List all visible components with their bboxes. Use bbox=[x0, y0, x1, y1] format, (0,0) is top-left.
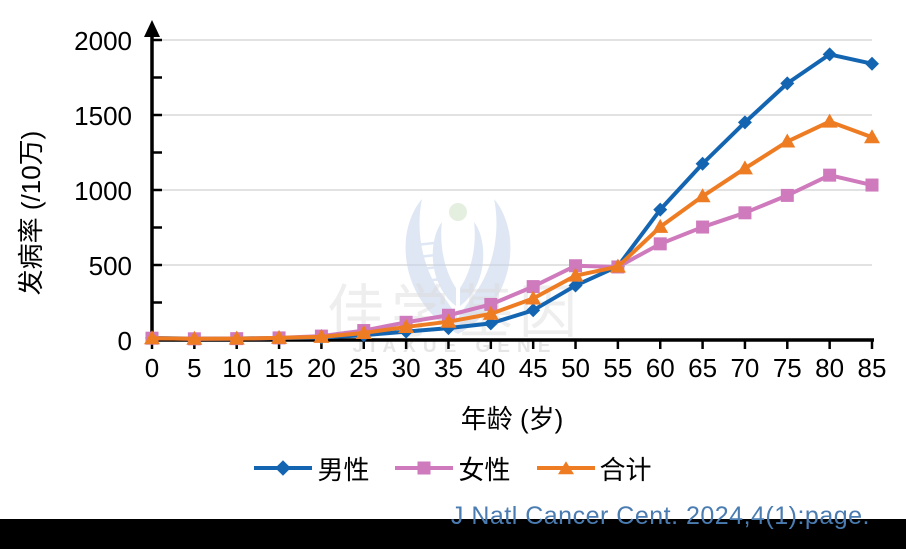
female-marker-square bbox=[526, 280, 540, 294]
x-tick-label: 75 bbox=[773, 353, 802, 383]
x-tick-label: 30 bbox=[392, 353, 421, 383]
female-marker-square bbox=[738, 206, 752, 220]
total-marker-triangle bbox=[355, 324, 372, 339]
legend-item-female: 女性 bbox=[395, 450, 511, 487]
total-marker-triangle bbox=[440, 313, 457, 328]
total-marker-triangle bbox=[864, 129, 880, 144]
female-marker-square bbox=[780, 188, 794, 202]
bottom-black-bar bbox=[0, 519, 906, 549]
female-square-icon bbox=[417, 461, 431, 475]
male-marker-diamond bbox=[695, 156, 710, 171]
data-series bbox=[144, 47, 880, 346]
y-axis-title: 发病率 (/10万) bbox=[16, 131, 46, 296]
y-axis-arrow-icon bbox=[144, 20, 160, 37]
x-tick-label: 25 bbox=[349, 353, 378, 383]
female-marker-square bbox=[569, 259, 583, 273]
x-tick-label: 60 bbox=[646, 353, 675, 383]
total-marker-triangle bbox=[144, 330, 160, 345]
male-marker-diamond bbox=[780, 76, 795, 91]
x-tick-label: 40 bbox=[476, 353, 505, 383]
y-tick-label: 1000 bbox=[74, 176, 132, 206]
legend: 男性 女性 合计 bbox=[0, 450, 906, 486]
legend-sample-female bbox=[395, 458, 454, 478]
total-marker-triangle bbox=[186, 330, 203, 345]
male-marker-diamond bbox=[526, 303, 541, 318]
male-diamond-icon bbox=[275, 460, 292, 476]
x-tick-label: 0 bbox=[145, 353, 159, 383]
total-marker-triangle bbox=[821, 113, 838, 128]
male-marker-diamond bbox=[865, 56, 879, 71]
series-total bbox=[144, 113, 880, 345]
male-marker-diamond bbox=[822, 47, 837, 62]
x-tick-label: 55 bbox=[603, 353, 632, 383]
watermark-wing-right-inner bbox=[460, 222, 484, 306]
watermark-dot bbox=[449, 203, 467, 221]
x-tick-label: 50 bbox=[561, 353, 590, 383]
watermark-dna-rungs bbox=[415, 241, 442, 283]
male-marker-diamond bbox=[737, 115, 752, 130]
legend-label-female: 女性 bbox=[458, 454, 511, 485]
female-marker-square bbox=[865, 178, 879, 192]
total-marker-triangle bbox=[779, 133, 796, 148]
x-tick-label: 80 bbox=[815, 353, 844, 383]
watermark-wing-left-inner bbox=[432, 222, 456, 306]
x-tick-label: 15 bbox=[265, 353, 294, 383]
total-marker-triangle bbox=[736, 160, 753, 175]
y-tick-label: 0 bbox=[118, 326, 132, 356]
total-triangle-icon bbox=[557, 461, 574, 475]
female-marker-square bbox=[653, 237, 667, 251]
total-marker-triangle bbox=[694, 188, 711, 203]
tick-labels: 0 5 10 15 20 25 30 35 40 45 50 55 60 65 70 75 80 85050010… bbox=[74, 26, 886, 383]
x-axis-title: 年龄 (岁) bbox=[461, 404, 564, 434]
x-tick-label: 5 bbox=[187, 353, 201, 383]
series-total-line bbox=[151, 119, 873, 341]
total-marker-triangle bbox=[228, 330, 245, 345]
x-tick-label: 10 bbox=[222, 353, 251, 383]
male-marker-diamond bbox=[653, 202, 668, 217]
x-tick-label: 65 bbox=[688, 353, 717, 383]
legend-label-male: 男性 bbox=[317, 454, 370, 485]
legend-item-total: 合计 bbox=[536, 450, 652, 487]
total-marker-triangle bbox=[313, 328, 330, 343]
male-marker-diamond bbox=[568, 278, 583, 293]
x-tick-label: 20 bbox=[307, 353, 336, 383]
y-tick-label: 500 bbox=[89, 251, 132, 281]
legend-sample-male bbox=[254, 458, 313, 478]
female-marker-square bbox=[696, 220, 710, 234]
total-marker-triangle bbox=[652, 218, 669, 233]
legend-sample-total bbox=[536, 458, 595, 478]
citation-text: J Natl Cancer Cent. 2024,4(1):page. bbox=[450, 502, 870, 530]
total-marker-triangle bbox=[482, 305, 499, 320]
legend-item-male: 男性 bbox=[254, 450, 369, 487]
total-marker-triangle bbox=[567, 267, 584, 282]
watermark-wing-left-outer bbox=[405, 199, 458, 334]
legend-label-total: 合计 bbox=[599, 454, 652, 485]
total-marker-triangle bbox=[398, 318, 415, 333]
x-tick-label: 85 bbox=[858, 353, 887, 383]
female-marker-square bbox=[484, 297, 498, 311]
total-marker-triangle bbox=[271, 329, 288, 344]
x-tick-label: 35 bbox=[434, 353, 463, 383]
y-tick-label: 2000 bbox=[74, 26, 132, 56]
total-marker-triangle bbox=[609, 258, 626, 273]
watermark-wing-right-outer bbox=[458, 199, 511, 334]
x-tick-label: 70 bbox=[730, 353, 759, 383]
total-marker-triangle bbox=[525, 290, 542, 305]
female-marker-square bbox=[823, 168, 837, 182]
y-tick-label: 1500 bbox=[74, 101, 132, 131]
gridlines bbox=[152, 39, 872, 266]
x-tick-label: 45 bbox=[519, 353, 548, 383]
